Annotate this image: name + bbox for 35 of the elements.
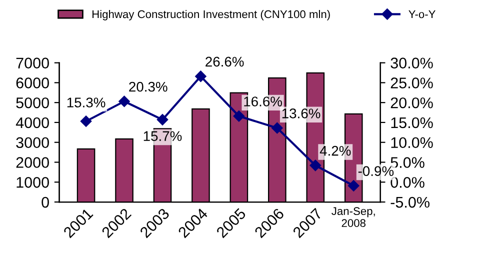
data-label: 15.7% [144,131,182,141]
y-tick-label: 5000 [16,97,49,108]
y2-tick-label: 20.0% [390,97,433,108]
y-tick-label: 2000 [16,157,49,168]
data-label: 15.3% [67,98,106,108]
point [118,96,130,107]
y2-tick-label: 10.0% [391,137,433,148]
point [195,70,206,82]
y-tick-label: 3000 [16,137,49,148]
data-label: 16.6% [244,96,282,106]
y-tick-label: 6000 [16,78,49,88]
y2-tick-label: -5.0% [390,196,430,208]
data-label: 20.3% [129,82,168,92]
legend-label: Highway Construction Investment (CNY100 mln) [92,10,330,20]
y-tick-label: 7000 [16,58,49,68]
y2-tick-label: 25.0% [390,78,433,88]
data-label: 4.2% [320,146,351,156]
data-label: 26.6% [206,56,244,67]
y2-tick-label: 5.0% [390,157,424,168]
data-label: -0.9% [358,166,394,176]
legend-label: Y-o-Y [408,10,436,18]
point [348,180,360,192]
x-tick-label: Jan-Sep, 2008 [332,207,375,228]
point [80,116,92,127]
point [233,110,245,122]
y2-tick-label: 30.0% [390,58,433,68]
y-tick-label: 4000 [16,117,49,128]
y2-tick-label: 0.0% [390,177,424,188]
point [272,122,283,134]
point [156,114,168,126]
y-tick-label: 1000 [16,177,49,188]
point [310,160,321,172]
y-tick-label: 0 [42,196,49,208]
data-label: 13.6% [282,108,320,118]
y2-tick-label: 15.0% [391,117,433,128]
